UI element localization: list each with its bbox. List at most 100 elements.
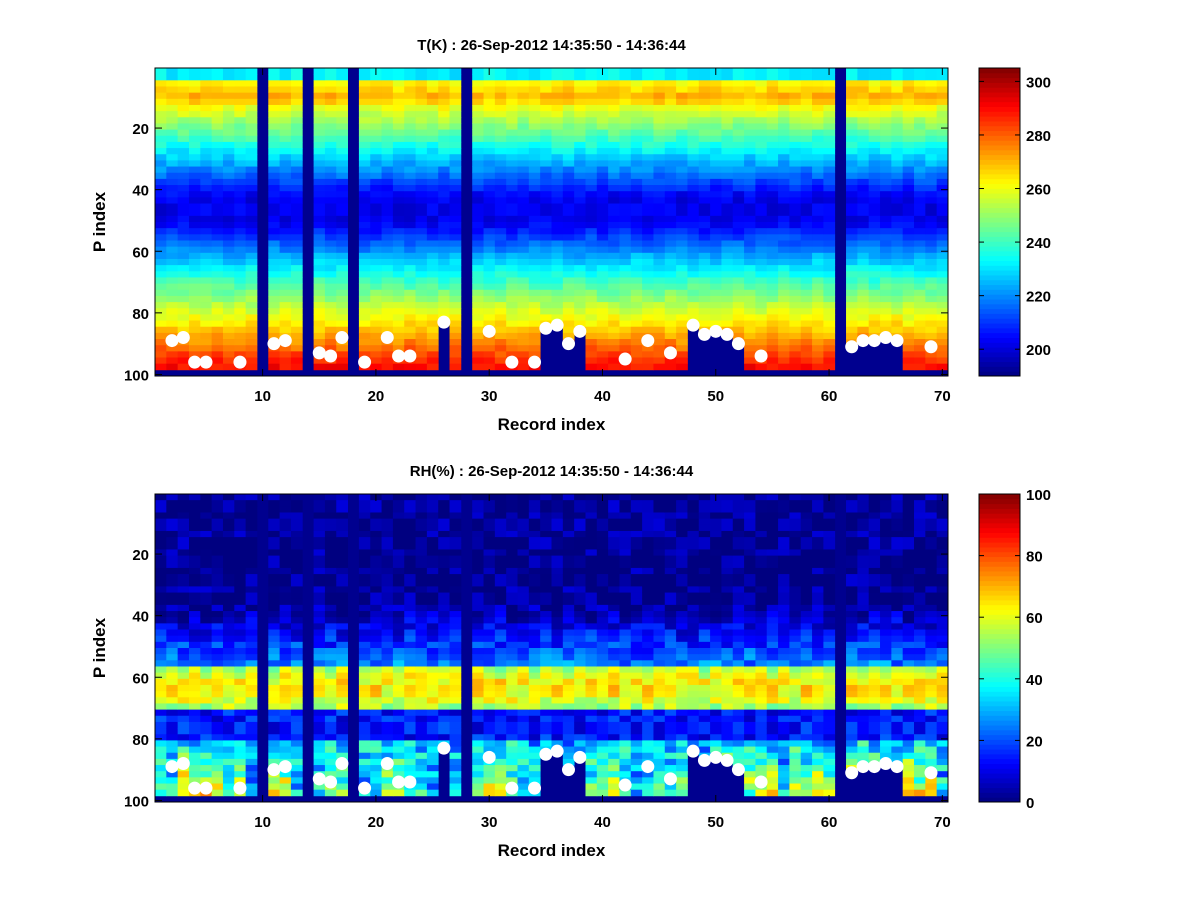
heatmap-cell [766, 74, 779, 81]
heatmap-cell [585, 512, 598, 520]
heatmap-cell [936, 265, 949, 272]
heatmap-cell [664, 154, 677, 161]
heatmap-cell [562, 740, 575, 747]
heatmap-cell [222, 592, 235, 600]
heatmap-cell [483, 715, 496, 723]
heatmap-cell [528, 178, 541, 186]
heatmap-cell [868, 141, 881, 149]
heatmap-cell [494, 678, 507, 686]
heatmap-cell [370, 611, 382, 618]
heatmap-cell [268, 135, 281, 143]
heatmap-cell [290, 660, 303, 667]
heatmap-cell [517, 549, 530, 556]
heatmap-cell [574, 635, 586, 643]
chart-title: T(K) : 26-Sep-2012 14:35:50 - 14:36:44 [417, 37, 686, 54]
heatmap-cell [506, 580, 518, 587]
colorbar-segment [979, 106, 1020, 112]
heatmap-cell [381, 283, 394, 291]
heatmap-cell [438, 537, 450, 544]
heatmap-cell [812, 92, 824, 100]
heatmap-cell [370, 703, 382, 710]
heatmap-cell [222, 160, 235, 167]
heatmap-cell [596, 512, 609, 520]
heatmap-cell [472, 789, 484, 797]
heatmap-cell [528, 295, 541, 303]
heatmap-cell [155, 598, 167, 606]
heatmap-cell [710, 234, 722, 241]
heatmap-cell [449, 215, 462, 223]
heatmap-cell [630, 302, 643, 309]
heatmap-cell [415, 141, 428, 149]
heatmap-cell [392, 92, 405, 100]
heatmap-cell [483, 209, 496, 217]
heatmap-cell [710, 228, 722, 235]
heatmap-cell [392, 728, 405, 735]
heatmap-cell [857, 240, 870, 248]
heatmap-cell [381, 684, 394, 692]
heatmap-cell [528, 252, 541, 260]
heatmap-cell [211, 771, 224, 778]
heatmap-cell [744, 197, 756, 204]
heatmap-cell [506, 302, 518, 309]
heatmap-cell [404, 500, 416, 507]
heatmap-cell [336, 252, 348, 260]
heatmap-cell [494, 629, 507, 637]
heatmap-cell [200, 252, 213, 260]
heatmap-cell [234, 314, 247, 321]
heatmap-cell [744, 74, 756, 81]
heatmap-cell [744, 80, 756, 87]
heatmap-cell [188, 252, 201, 260]
heatmap-cell [290, 215, 303, 223]
heatmap-cell [449, 166, 462, 174]
heatmap-cell [891, 178, 904, 186]
heatmap-cell [290, 783, 303, 791]
heatmap-cell [222, 561, 235, 569]
heatmap-cell [336, 191, 348, 198]
heatmap-cell [914, 234, 926, 241]
heatmap-cell [358, 98, 371, 106]
heatmap-cell [823, 80, 836, 87]
heatmap-cell [381, 567, 394, 575]
heatmap-cell [800, 148, 813, 155]
heatmap-cell [381, 240, 394, 248]
heatmap-cell [528, 191, 541, 198]
heatmap-cell [585, 197, 598, 204]
heatmap-cell [381, 635, 394, 643]
heatmap-cell [211, 500, 224, 507]
colorbar-segment [979, 318, 1020, 324]
heatmap-cell [551, 666, 564, 674]
heatmap-cell [789, 215, 802, 223]
heatmap-cell [619, 345, 632, 352]
heatmap-cell [540, 203, 552, 211]
heatmap-cell [392, 574, 405, 581]
heatmap-cell [936, 222, 949, 229]
heatmap-cell [358, 271, 371, 278]
heatmap-cell [902, 80, 915, 87]
heatmap-cell [517, 746, 530, 754]
heatmap-cell [494, 635, 507, 643]
heatmap-cell [664, 357, 677, 365]
heatmap-cell [596, 567, 609, 575]
heatmap-cell [687, 111, 700, 118]
heatmap-cell [585, 684, 598, 692]
heatmap-cell [358, 752, 371, 760]
heatmap-cell [404, 80, 416, 87]
heatmap-cell [653, 332, 666, 340]
heatmap-cell [721, 123, 734, 130]
heatmap-cell [449, 567, 462, 575]
heatmap-cell [166, 209, 179, 217]
heatmap-cell [517, 561, 530, 569]
heatmap-cell [290, 537, 303, 544]
heatmap-cell [925, 314, 938, 321]
heatmap-cell [268, 308, 281, 315]
heatmap-cell [381, 549, 394, 556]
heatmap-cell [370, 512, 382, 520]
heatmap-cell [358, 295, 371, 303]
heatmap-cell [483, 537, 496, 544]
heatmap-cell [336, 98, 348, 106]
heatmap-cell [585, 178, 598, 186]
heatmap-cell [234, 265, 247, 272]
heatmap-cell [200, 494, 213, 501]
heatmap-cell [188, 332, 201, 340]
heatmap-cell [177, 567, 190, 575]
